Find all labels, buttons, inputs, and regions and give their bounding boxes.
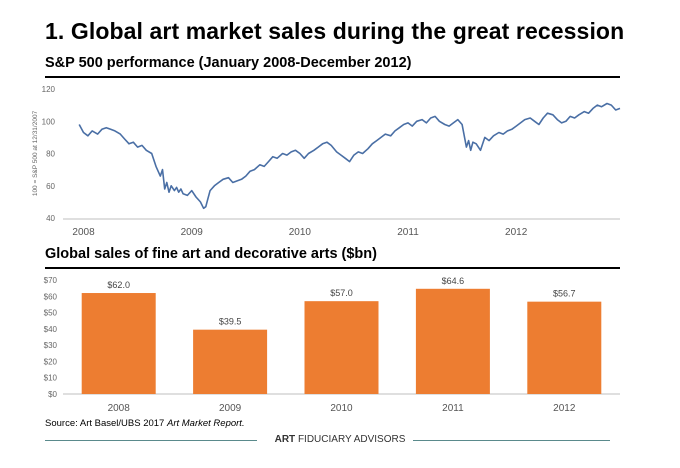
source-report-name: Art Market Report.	[166, 418, 245, 429]
x-tick-label: 2010	[289, 227, 312, 238]
bar-chart-title: Global sales of fine art and decorative …	[45, 246, 377, 262]
x-tick-label: 2012	[553, 403, 576, 414]
line-chart-title: S&P 500 performance (January 2008-Decemb…	[45, 55, 412, 71]
y-tick-label: $20	[44, 357, 58, 366]
line-chart-rule	[45, 76, 620, 78]
bar-data-label: $57.0	[330, 288, 353, 298]
bar-data-label: $56.7	[553, 289, 576, 299]
bar	[304, 301, 379, 394]
y-tick-label: $0	[48, 390, 57, 399]
footer-brand: ART	[274, 434, 296, 445]
bar	[415, 288, 490, 394]
footer-rule-left	[45, 440, 257, 441]
footer-company: FIDUCIARY ADVISORS	[295, 434, 406, 445]
y-tick-label: $10	[44, 374, 58, 383]
x-tick-label: 2010	[330, 403, 353, 414]
bar-data-label: $64.6	[442, 276, 465, 286]
source-note: Source: Art Basel/UBS 2017 Art Market Re…	[45, 418, 245, 429]
footer: ART FIDUCIARY ADVISORS	[0, 434, 680, 445]
y-tick-label: 100	[42, 117, 56, 126]
y-tick-label: 40	[46, 214, 55, 223]
y-tick-label: $30	[44, 341, 58, 350]
x-tick-label: 2008	[108, 403, 131, 414]
x-tick-label: 2011	[397, 227, 419, 238]
y-tick-label: $40	[44, 325, 58, 334]
x-tick-label: 2012	[505, 227, 528, 238]
bar	[81, 293, 156, 394]
y-tick-label: 80	[46, 150, 55, 159]
footer-rule-right	[400, 440, 610, 441]
y-tick-label: 60	[46, 182, 55, 191]
bar	[527, 301, 602, 394]
bar	[193, 329, 268, 394]
x-tick-label: 2009	[181, 227, 204, 238]
page-title: 1. Global art market sales during the gr…	[45, 18, 625, 44]
bar-data-label: $39.5	[219, 317, 242, 327]
y-tick-label: $60	[44, 292, 58, 301]
source-prefix: Source: Art Basel/UBS 2017	[45, 418, 167, 429]
x-tick-label: 2008	[72, 227, 95, 238]
y-tick-label: $50	[44, 309, 58, 318]
sp500-series-line	[78, 102, 621, 210]
bar-data-label: $62.0	[107, 280, 130, 290]
y-axis-label: 100 = S&P 500 at 12/31/2007	[32, 110, 39, 196]
x-tick-label: 2011	[442, 403, 464, 414]
y-tick-label: 120	[42, 85, 56, 94]
x-tick-label: 2009	[219, 403, 242, 414]
bar-chart-rule	[45, 267, 620, 269]
y-tick-label: $70	[44, 276, 58, 285]
